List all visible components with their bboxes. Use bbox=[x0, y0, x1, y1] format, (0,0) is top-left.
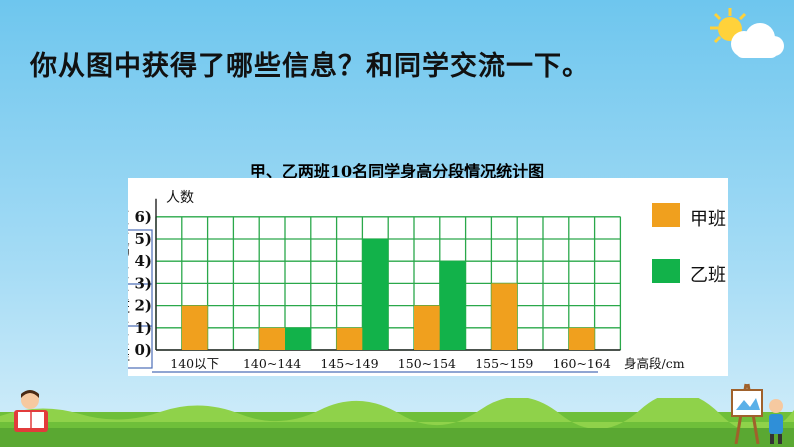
category-label: 155~159 bbox=[475, 356, 533, 371]
category-label: 140以下 bbox=[170, 356, 219, 371]
table-fragment-text: 身高 bbox=[128, 241, 130, 258]
legend-label: 乙班 bbox=[690, 265, 726, 286]
legend-swatch bbox=[652, 203, 680, 227]
table-fragment-text: 段/c bbox=[128, 264, 129, 280]
x-axis-label: 身高段/cm bbox=[624, 356, 685, 371]
y-tick-label: ( 1) bbox=[128, 319, 152, 337]
grass-ground bbox=[0, 398, 794, 447]
bar-jia-2 bbox=[336, 327, 363, 350]
bar-jia-3 bbox=[414, 305, 440, 350]
bar-jia-4 bbox=[491, 283, 518, 350]
sun-cloud-icon bbox=[710, 8, 784, 58]
axis-labels: ( 0) ( 1) ( 2) ( 3) ( 4) ( 5) ( 6) 人数 140以下 140~1… bbox=[128, 190, 685, 371]
question-text: 你从图中获得了哪些信息？和同学交流一下。 bbox=[30, 51, 590, 82]
chart-title: 甲、乙两班10名同学身高分段情况统计图 bbox=[249, 162, 545, 181]
bar-yi-1 bbox=[285, 327, 311, 350]
category-label: 150~154 bbox=[398, 356, 456, 371]
bar-jia-0 bbox=[181, 305, 208, 350]
bars bbox=[181, 239, 595, 350]
y-tick-label: ( 0) bbox=[128, 341, 152, 359]
category-label: 140~144 bbox=[243, 356, 301, 371]
grid-lines bbox=[152, 198, 622, 373]
child-reading-icon bbox=[14, 390, 48, 432]
bar-jia-1 bbox=[259, 327, 285, 350]
bar-yi-3 bbox=[439, 261, 466, 350]
y-tick-label: ( 4) bbox=[128, 252, 152, 270]
y-tick-label: ( 6) bbox=[128, 208, 152, 226]
easel-painter-icon bbox=[731, 383, 783, 444]
table-fragment-text: 乙班 bbox=[128, 348, 130, 364]
bar-jia-5 bbox=[568, 327, 595, 350]
y-tick-label: ( 2) bbox=[128, 297, 152, 315]
table-fragment-text: 甲班 bbox=[128, 300, 130, 316]
legend-label: 甲班 bbox=[690, 209, 726, 230]
category-label: 145~149 bbox=[320, 356, 378, 371]
y-tick-label: ( 3) bbox=[128, 274, 152, 292]
y-tick-label: ( 5) bbox=[128, 230, 152, 248]
y-axis-label: 人数 bbox=[166, 190, 194, 206]
category-label: 160~164 bbox=[553, 356, 611, 371]
legend-swatch bbox=[652, 259, 680, 283]
chart-panel: 身高段/c甲班乙班 ( 0)( 1)( 2)( 3)( 4)( 5)( 6)人数… bbox=[128, 178, 728, 376]
bar-yi-2 bbox=[362, 239, 389, 350]
